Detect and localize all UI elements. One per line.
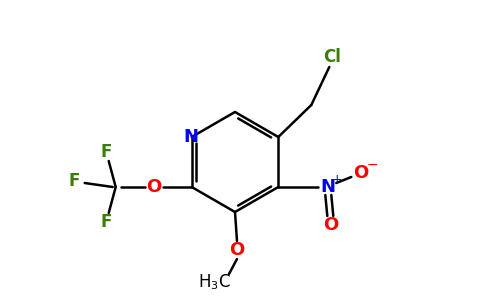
Text: F: F (68, 172, 79, 190)
Text: 3: 3 (211, 281, 217, 291)
Text: +: + (332, 172, 343, 185)
Text: O: O (146, 178, 161, 196)
Text: H: H (199, 273, 211, 291)
Text: O: O (323, 216, 338, 234)
Text: O: O (353, 164, 368, 182)
Text: F: F (100, 213, 111, 231)
Text: N: N (321, 178, 336, 196)
Text: N: N (183, 128, 198, 146)
Text: O: O (229, 241, 244, 259)
Text: C: C (218, 273, 230, 291)
Text: Cl: Cl (323, 48, 341, 66)
Text: F: F (100, 143, 111, 161)
Text: −: − (366, 158, 378, 172)
